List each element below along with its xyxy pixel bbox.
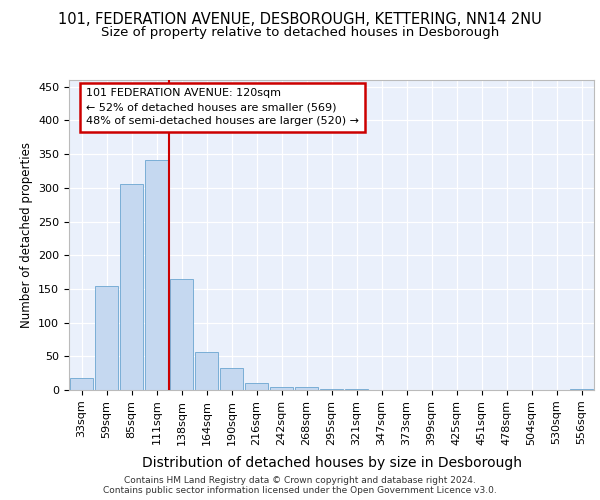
X-axis label: Distribution of detached houses by size in Desborough: Distribution of detached houses by size … — [142, 456, 521, 470]
Bar — [70, 378, 94, 390]
Bar — [269, 386, 293, 390]
Text: Contains HM Land Registry data © Crown copyright and database right 2024.: Contains HM Land Registry data © Crown c… — [124, 476, 476, 485]
Text: 101, FEDERATION AVENUE, DESBOROUGH, KETTERING, NN14 2NU: 101, FEDERATION AVENUE, DESBOROUGH, KETT… — [58, 12, 542, 28]
Text: Contains public sector information licensed under the Open Government Licence v3: Contains public sector information licen… — [103, 486, 497, 495]
Bar — [145, 160, 169, 390]
Y-axis label: Number of detached properties: Number of detached properties — [20, 142, 32, 328]
Bar — [245, 384, 268, 390]
Bar — [320, 388, 343, 390]
Bar — [119, 184, 143, 390]
Text: 101 FEDERATION AVENUE: 120sqm
← 52% of detached houses are smaller (569)
48% of : 101 FEDERATION AVENUE: 120sqm ← 52% of d… — [86, 88, 359, 126]
Bar — [194, 352, 218, 390]
Bar — [220, 368, 244, 390]
Text: Size of property relative to detached houses in Desborough: Size of property relative to detached ho… — [101, 26, 499, 39]
Bar — [295, 388, 319, 390]
Bar — [569, 388, 593, 390]
Bar — [170, 279, 193, 390]
Bar — [95, 286, 118, 390]
